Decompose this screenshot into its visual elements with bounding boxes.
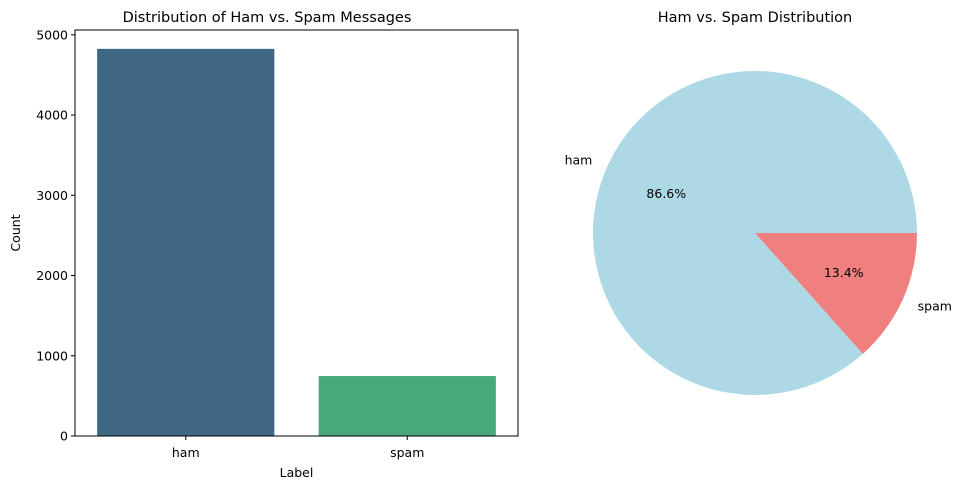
pie-percent-label: 13.4% bbox=[824, 265, 864, 280]
bar-y-tick-label: 2000 bbox=[36, 268, 68, 283]
bar-chart-title: Distribution of Ham vs. Spam Messages bbox=[123, 10, 412, 26]
bar-y-tick-label: 1000 bbox=[36, 348, 68, 363]
pie-category-label: spam bbox=[918, 298, 952, 313]
bar-ham bbox=[97, 48, 275, 436]
bar-x-axis-label: Label bbox=[280, 465, 314, 480]
bar-y-axis: 0 1000 2000 3000 4000 5000 bbox=[36, 27, 75, 444]
bar-y-tick-label: 0 bbox=[60, 429, 68, 444]
pie-percent-label: 86.6% bbox=[646, 186, 686, 201]
pie-slice-spam bbox=[755, 233, 917, 354]
bar-bars bbox=[97, 48, 496, 436]
pie-category-label: ham bbox=[565, 153, 593, 168]
bar-x-tick-label: spam bbox=[390, 445, 424, 460]
bar-chart: Distribution of Ham vs. Spam Messages 0 1… bbox=[8, 10, 519, 480]
bar-y-tick-label: 4000 bbox=[36, 108, 68, 123]
bar-spam bbox=[318, 376, 496, 436]
bar-y-tick-label: 5000 bbox=[36, 27, 68, 42]
pie-slices bbox=[593, 71, 917, 395]
bar-plot-frame bbox=[74, 29, 519, 437]
pie-chart: Ham vs. Spam Distribution 86.6% ham 13.4% s… bbox=[565, 10, 952, 395]
pie-chart-title: Ham vs. Spam Distribution bbox=[658, 10, 853, 26]
bar-y-axis-label: Count bbox=[8, 214, 23, 251]
pie-labels: 86.6% ham 13.4% spam bbox=[565, 153, 952, 314]
bar-y-tick-label: 3000 bbox=[36, 188, 68, 203]
bar-x-axis: ham spam bbox=[172, 436, 424, 460]
bar-x-tick-label: ham bbox=[172, 445, 200, 460]
